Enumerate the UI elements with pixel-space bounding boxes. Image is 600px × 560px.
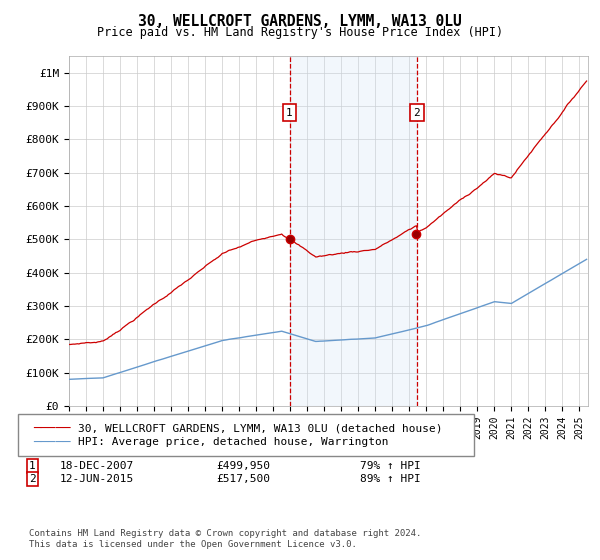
Text: 30, WELLCROFT GARDENS, LYMM, WA13 0LU (detached house): 30, WELLCROFT GARDENS, LYMM, WA13 0LU (d… [78,423,443,433]
Text: Price paid vs. HM Land Registry's House Price Index (HPI): Price paid vs. HM Land Registry's House … [97,26,503,39]
Text: 30, WELLCROFT GARDENS, LYMM, WA13 0LU (detached house): 30, WELLCROFT GARDENS, LYMM, WA13 0LU (d… [78,423,443,433]
Text: ─────: ───── [33,422,71,435]
Text: 79% ↑ HPI: 79% ↑ HPI [360,461,421,471]
Text: ─────: ───── [33,436,71,449]
Text: 12-JUN-2015: 12-JUN-2015 [60,474,134,484]
Text: 18-DEC-2007: 18-DEC-2007 [60,461,134,471]
Text: Contains HM Land Registry data © Crown copyright and database right 2024.
This d: Contains HM Land Registry data © Crown c… [29,529,421,549]
Text: 1: 1 [286,108,293,118]
Text: 2: 2 [413,108,420,118]
Bar [290,56,417,406]
Text: £499,950: £499,950 [216,461,270,471]
Text: 89% ↑ HPI: 89% ↑ HPI [360,474,421,484]
Text: 30, WELLCROFT GARDENS, LYMM, WA13 0LU: 30, WELLCROFT GARDENS, LYMM, WA13 0LU [138,14,462,29]
Text: HPI: Average price, detached house, Warrington: HPI: Average price, detached house, Warr… [78,440,389,450]
Text: 1: 1 [29,461,35,471]
Text: ─────: ───── [33,422,71,435]
Text: £517,500: £517,500 [216,474,270,484]
Text: HPI: Average price, detached house, Warrington: HPI: Average price, detached house, Warr… [78,437,389,447]
Text: 2: 2 [29,474,35,484]
Text: ─────: ───── [33,438,71,452]
